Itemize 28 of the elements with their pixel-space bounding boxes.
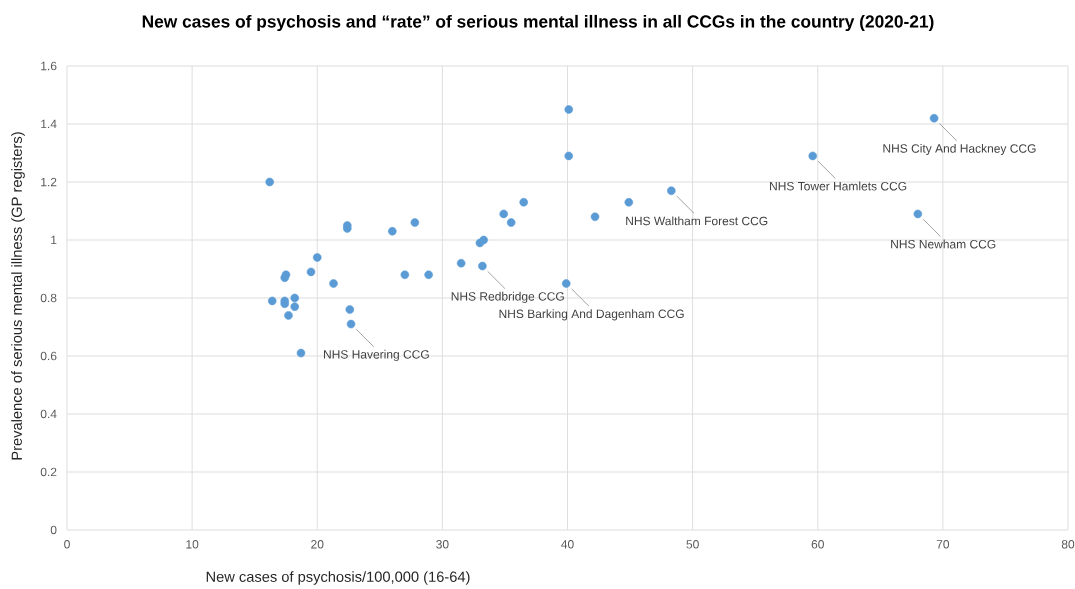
annotation: NHS Barking And Dagenham CCG <box>499 309 684 321</box>
y-tick-label: 1.4 <box>41 119 57 129</box>
annotation: NHS City And Hackney CCG <box>883 143 1036 156</box>
x-tick-label: 70 <box>936 540 950 549</box>
y-tick-label: 0.4 <box>40 409 57 419</box>
y-tick-label: 1 <box>51 235 57 245</box>
annotation: NHS Redbridge CCG <box>451 291 564 304</box>
x-tick-label: 20 <box>311 540 324 549</box>
y-tick-label: 0.8 <box>40 293 57 303</box>
x-tick-label: 40 <box>561 540 574 549</box>
annotation: NHS Waltham Forest CCG <box>626 216 768 226</box>
annotation: NHS Tower Hamlets CCG <box>770 181 907 191</box>
x-tick-label: 30 <box>436 540 449 549</box>
x-tick-label: 50 <box>686 540 699 549</box>
y-axis-title: Prevalence of serious mental illness (GP registers) <box>11 132 25 460</box>
x-tick-label: 80 <box>1061 540 1075 549</box>
annotation: NHS Havering CCG <box>324 349 429 362</box>
x-tick-label: 0 <box>64 540 70 549</box>
y-tick-label: 0.2 <box>40 467 57 477</box>
y-tick-label: 0.6 <box>40 351 57 361</box>
x-tick-label: 60 <box>811 540 824 549</box>
x-tick-label: 10 <box>186 540 199 549</box>
annotation: NHS Newham CCG <box>891 239 996 249</box>
x-axis-title: New cases of psychosis/100,000 (16-64) <box>206 571 470 585</box>
y-tick-label: 0 <box>50 525 57 535</box>
y-tick-label: 1.2 <box>41 177 57 187</box>
y-tick-label: 1.6 <box>41 61 57 71</box>
chart-title: New cases of psychosis and “rate” of serious mental illness in all CCGs in the country (2020-21) <box>142 14 934 32</box>
